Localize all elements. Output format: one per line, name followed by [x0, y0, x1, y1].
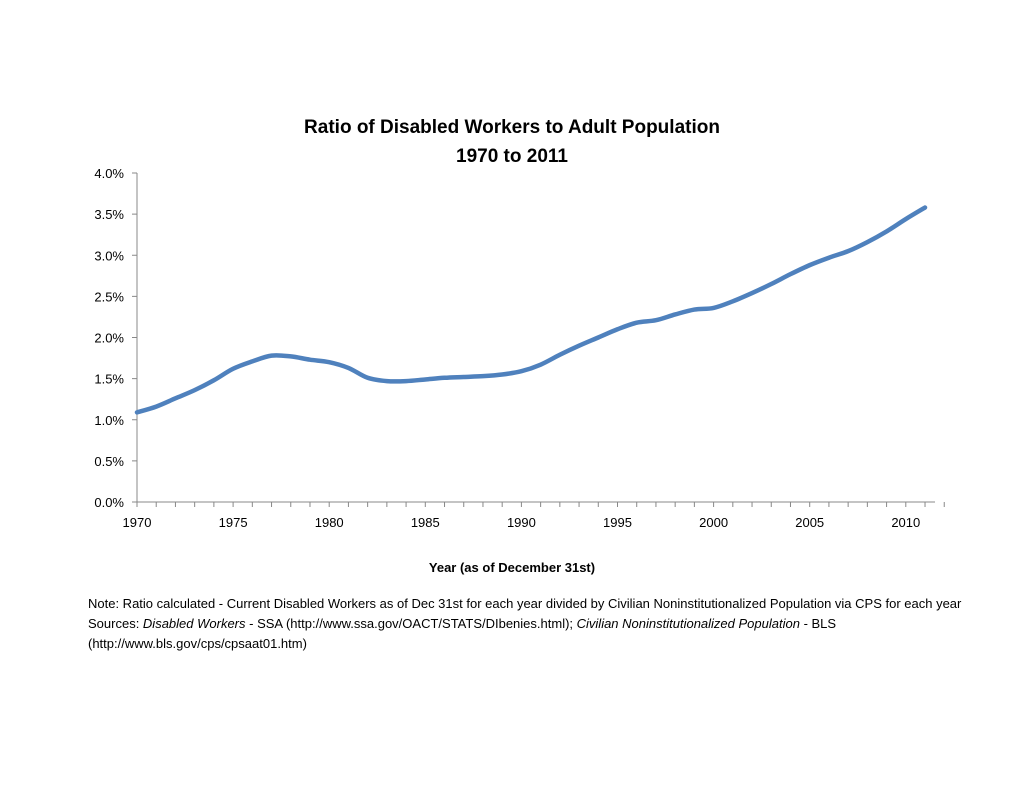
- y-tick-label: 1.5%: [94, 372, 124, 387]
- x-tick-label: 1995: [603, 515, 632, 530]
- y-tick-label: 3.0%: [94, 248, 124, 263]
- chart-subtitle: 1970 to 2011: [456, 146, 568, 167]
- source1-name: Disabled Workers: [142, 616, 246, 631]
- sources-text: Sources: Disabled Workers - SSA (http://…: [88, 614, 968, 654]
- y-tick-label: 0.0%: [94, 495, 124, 510]
- x-tick-label: 2005: [795, 515, 824, 530]
- x-tick-label: 2000: [699, 515, 728, 530]
- x-tick-label: 1980: [315, 515, 344, 530]
- source1-text: - SSA (http://www.ssa.gov/OACT/STATS/DIb…: [245, 616, 577, 631]
- x-tick-label: 1990: [507, 515, 536, 530]
- notes: Note: Ratio calculated - Current Disable…: [88, 594, 968, 654]
- y-tick-label: 1.0%: [94, 413, 124, 428]
- note-text: Note: Ratio calculated - Current Disable…: [88, 596, 962, 611]
- y-tick-label: 3.5%: [94, 207, 124, 222]
- x-tick-label: 1985: [411, 515, 440, 530]
- y-tick-label: 0.5%: [94, 454, 124, 469]
- source2-name: Civilian Noninstitutionalized Population: [576, 616, 800, 631]
- y-tick-label: 2.0%: [94, 331, 124, 346]
- y-tick-label: 2.5%: [94, 289, 124, 304]
- source2-text: - BLS (http://www.bls.gov/cps/cpsaat01.h…: [88, 616, 837, 651]
- x-tick-label: 1970: [123, 515, 152, 530]
- y-tick-label: 4.0%: [94, 166, 124, 181]
- x-tick-label: 2010: [891, 515, 920, 530]
- chart-title: Ratio of Disabled Workers to Adult Popul…: [304, 117, 720, 138]
- sources-prefix: Sources:: [88, 616, 143, 631]
- data-line: [134, 205, 928, 415]
- x-axis-title: Year (as of December 31st): [428, 560, 596, 575]
- x-tick-label: 1975: [219, 515, 248, 530]
